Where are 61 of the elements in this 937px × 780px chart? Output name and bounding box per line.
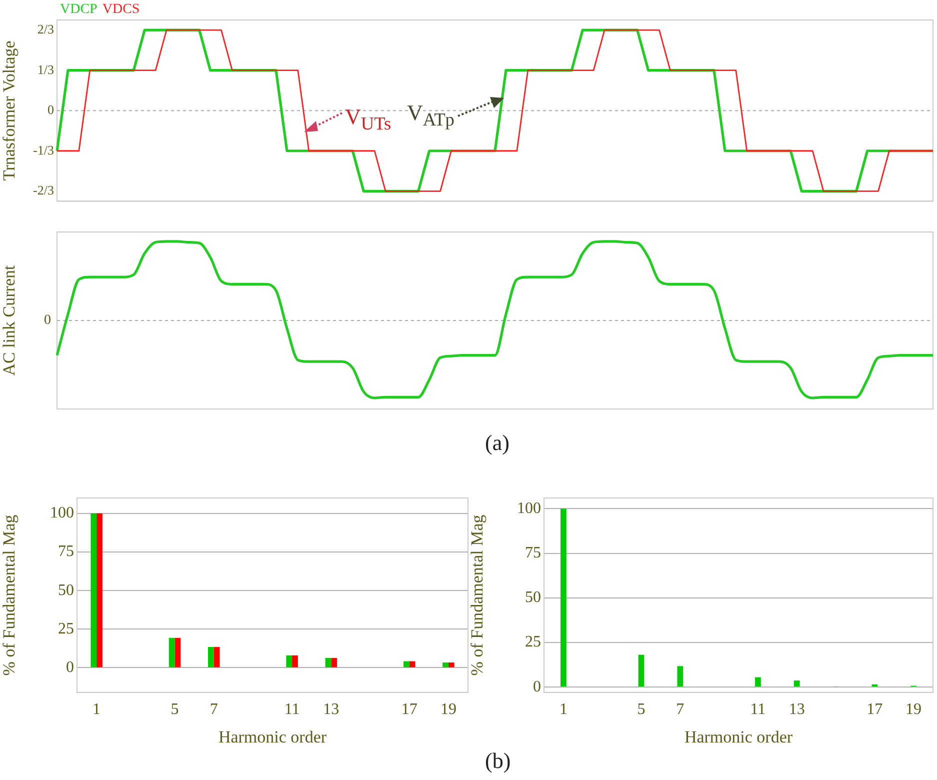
text: VDCP [60, 2, 98, 17]
x-tick-label: 13 [788, 701, 805, 718]
y-tick-label: 100 [517, 500, 541, 517]
x-axis-title: Harmonic order [218, 727, 327, 746]
bar [442, 662, 448, 668]
bar [872, 684, 878, 687]
y-tick-label: 100 [50, 504, 74, 522]
y-tick-label: 25 [525, 634, 541, 651]
y-tick-label: 1/3 [37, 62, 54, 77]
text: (a) [485, 430, 510, 456]
bar [292, 655, 298, 668]
bar [286, 655, 292, 668]
bar [677, 666, 684, 687]
x-axis-title: Harmonic order [684, 727, 793, 746]
x-tick-label: 7 [676, 701, 684, 718]
y-tick-label: -2/3 [33, 182, 54, 198]
bar [755, 677, 761, 687]
text: VDCS [102, 2, 140, 17]
x-tick-label: 11 [750, 701, 766, 718]
bar [325, 658, 332, 668]
bar [214, 647, 220, 668]
bar [794, 680, 800, 687]
bar [560, 508, 566, 687]
bar [638, 654, 644, 687]
y-axis-title: % of Fundamental Mag [0, 514, 19, 676]
x-tick-label: 17 [866, 701, 883, 718]
x-tick-label: 17 [401, 701, 418, 718]
x-tick-label: 1 [559, 701, 568, 718]
bar [90, 513, 97, 668]
y-tick-label: 2/3 [37, 21, 54, 36]
y-axis-title: % of Fundamental Mag [468, 514, 487, 676]
annotation: V$_{UTs}$ [345, 104, 392, 134]
y-axis-title: Trnasformer Voltage [0, 40, 19, 181]
y-tick-label: 25 [58, 620, 74, 638]
bar [403, 661, 410, 668]
y-tick-label: 75 [525, 544, 541, 562]
x-tick-label: 19 [440, 701, 456, 718]
bar [174, 638, 181, 668]
y-tick-label: -1/3 [33, 142, 54, 158]
x-tick-label: 13 [323, 701, 340, 718]
x-tick-label: 5 [637, 701, 646, 718]
bar [409, 661, 416, 668]
x-tick-label: 7 [210, 701, 218, 718]
x-tick-label: 19 [906, 701, 922, 718]
y-tick-label: 0 [533, 678, 541, 696]
bar [448, 662, 454, 668]
bar [96, 513, 102, 668]
annotation: V$_{ATp}$ [407, 100, 454, 130]
bar [331, 658, 338, 668]
y-tick-label: 50 [58, 582, 74, 599]
text: (b) [485, 748, 511, 774]
y-axis-title: AC link Current [0, 264, 19, 376]
x-tick-label: 5 [170, 701, 179, 718]
y-tick-label: 0 [48, 102, 54, 118]
y-tick-label: 0 [66, 658, 74, 676]
x-tick-label: 11 [284, 701, 300, 718]
x-tick-label: 1 [92, 701, 101, 718]
bar [168, 638, 175, 668]
y-tick-label: 75 [58, 543, 74, 560]
bar [208, 647, 214, 668]
y-tick-label: 50 [525, 589, 541, 606]
